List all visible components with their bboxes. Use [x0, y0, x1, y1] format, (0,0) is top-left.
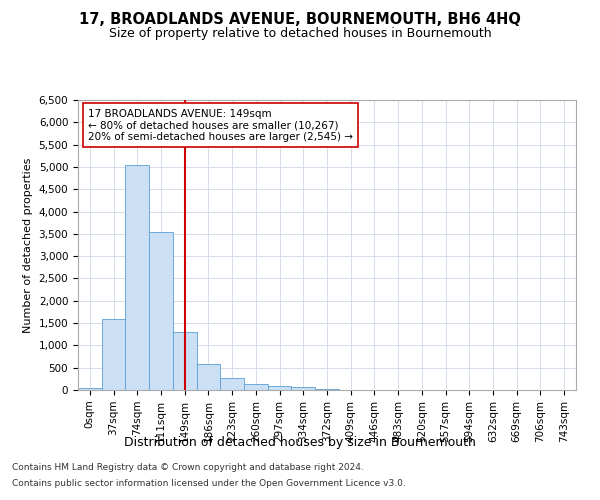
Bar [149, 232, 173, 390]
Bar [173, 332, 197, 390]
Bar [102, 318, 125, 390]
Bar [292, 388, 315, 390]
Bar [197, 364, 220, 390]
Bar [315, 388, 339, 390]
Bar [220, 378, 244, 390]
Text: Contains HM Land Registry data © Crown copyright and database right 2024.: Contains HM Land Registry data © Crown c… [12, 464, 364, 472]
Text: Size of property relative to detached houses in Bournemouth: Size of property relative to detached ho… [109, 28, 491, 40]
Text: 17, BROADLANDS AVENUE, BOURNEMOUTH, BH6 4HQ: 17, BROADLANDS AVENUE, BOURNEMOUTH, BH6 … [79, 12, 521, 28]
Bar [244, 384, 268, 390]
Text: 17 BROADLANDS AVENUE: 149sqm
← 80% of detached houses are smaller (10,267)
20% o: 17 BROADLANDS AVENUE: 149sqm ← 80% of de… [88, 108, 353, 142]
Text: Distribution of detached houses by size in Bournemouth: Distribution of detached houses by size … [124, 436, 476, 449]
Bar [78, 388, 102, 390]
Bar [125, 164, 149, 390]
Bar [268, 386, 292, 390]
Y-axis label: Number of detached properties: Number of detached properties [23, 158, 33, 332]
Text: Contains public sector information licensed under the Open Government Licence v3: Contains public sector information licen… [12, 478, 406, 488]
